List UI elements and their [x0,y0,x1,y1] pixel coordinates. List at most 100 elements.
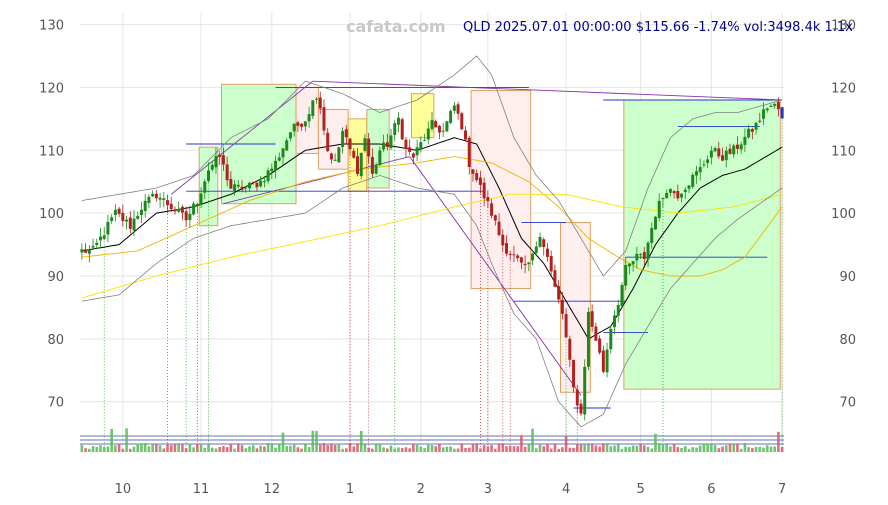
volume-bar [635,445,639,452]
candle-body [776,101,780,110]
volume-bar [99,445,102,452]
volume-bar [95,446,99,452]
candle-body [233,184,237,192]
candle-body [721,155,725,161]
candle-body [683,189,687,193]
volume-bar [151,443,154,452]
x-tick-label: 4 [562,482,570,497]
volume-bar [739,448,743,452]
volume-bar [147,446,151,452]
candle-body [315,98,319,100]
candle-body [773,103,777,106]
x-tick-label: 5 [636,482,644,497]
candle-body [411,153,415,158]
volume-bar [173,444,177,452]
candle-body [311,100,315,117]
volume-bar [363,444,367,452]
volume-bar [751,448,754,452]
volume-bar [356,443,359,452]
volume-bar [672,444,676,452]
candle-body [460,113,464,130]
candle-body [605,349,609,373]
candle-body [758,120,762,122]
volume-bar [546,443,549,452]
volume-bar [404,447,408,452]
volume-bar [602,443,605,452]
candle-body [486,197,490,202]
candle-body [359,152,363,177]
volume-bar [240,445,244,452]
volume-bar [773,446,776,452]
volume-bar [408,448,411,452]
volume-bar [549,448,553,452]
candle-body [441,130,445,132]
volume-bar [84,448,87,452]
candle-body [143,200,147,212]
volume-bar [412,443,415,452]
candle-body [676,190,680,199]
candle-body [732,145,736,155]
volume-bar [743,443,747,452]
volume-bar [222,446,225,452]
indicator-lines [81,55,783,428]
volume-bar [292,444,296,452]
volume-bar [106,446,110,452]
volume-bar [654,433,657,452]
volume-bar [557,448,560,452]
candle-body [128,217,132,229]
candle-body [635,253,639,261]
y-tick-label-left: 110 [39,144,64,159]
candle-body [598,338,602,353]
candle-body [251,181,255,183]
candle-body [247,182,251,189]
volume-bar [389,445,393,452]
volume-bar [434,446,438,452]
volume-bar [322,443,326,452]
volume-bar [680,447,683,452]
volume-bar [538,444,542,452]
volume-bar [605,444,609,452]
candle-body [762,109,766,119]
candle-body [471,169,475,174]
candle-body [370,156,374,174]
candle-body [717,148,721,157]
volume-bar [695,447,698,452]
candle-body [747,128,751,138]
candles [80,91,784,421]
volume-bar [724,445,728,452]
candle-body [132,218,136,231]
volume-bar [244,448,248,452]
volume-bar [643,445,646,452]
candle-body [572,359,576,388]
volume-bar [710,444,713,452]
volume-bar [188,443,192,452]
y-tick-label-left: 130 [39,19,64,34]
y-tick-label-left: 100 [39,207,64,222]
volume-bar [523,446,527,452]
volume-bar [691,447,695,452]
candle-body [423,139,427,141]
candle-body [192,203,196,215]
volume-bar [158,445,162,452]
candle-body [631,261,635,265]
volume-bar [210,447,214,452]
volume-bar [561,447,564,452]
volume-bar [125,428,128,452]
candle-body [378,150,382,166]
volume-bar [184,448,188,452]
candle-body [259,180,263,187]
volume-bar [237,444,240,452]
candle-body [497,221,501,236]
candle-body [568,338,572,360]
candle-body [437,125,441,133]
volume-bar [620,448,624,452]
volume-bar [304,443,307,452]
candle-body [650,228,654,243]
candle-body [665,192,669,199]
volume-bar [702,443,706,452]
candle-body [467,137,471,168]
y-tick-label-right: 130 [831,19,856,34]
candle-body [281,148,285,158]
candle-body [356,156,359,174]
volume-bar [467,447,471,452]
